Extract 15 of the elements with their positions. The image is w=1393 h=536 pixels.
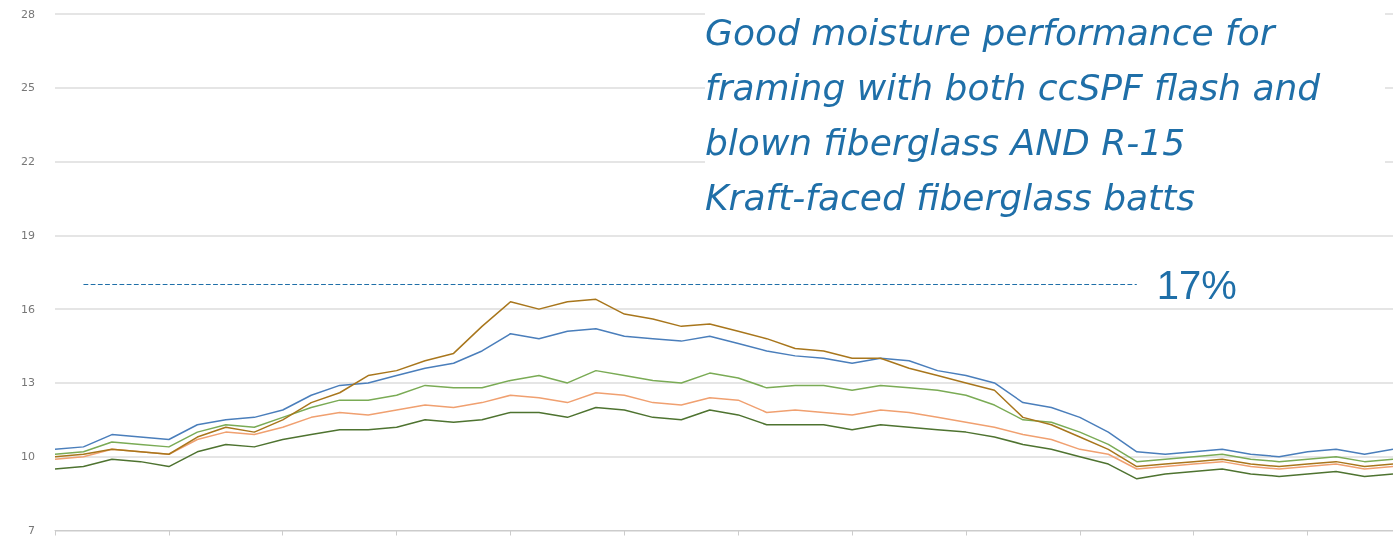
y-tick-label: 25: [21, 81, 35, 95]
line-series: [54, 406, 1393, 480]
y-tick-label: 22: [21, 155, 35, 169]
y-tick-label: 16: [21, 302, 35, 316]
y-tick-label: 10: [21, 450, 35, 464]
line-series: [54, 369, 1393, 463]
line-series: [54, 298, 1393, 468]
y-tick-label: 13: [21, 376, 35, 390]
line-series: [54, 328, 1393, 458]
y-tick-label: 7: [28, 524, 35, 536]
ref-line-label: 17%: [1156, 262, 1237, 307]
y-tick-label: 19: [21, 228, 35, 242]
annotation: Good moisture performance for framing with both ccSPF flash and blown fiberglass AND R-15 Kraft-faced fiberglass batts: [705, 12, 1332, 218]
line-series: [54, 392, 1393, 470]
y-tick-label: 28: [21, 7, 35, 21]
